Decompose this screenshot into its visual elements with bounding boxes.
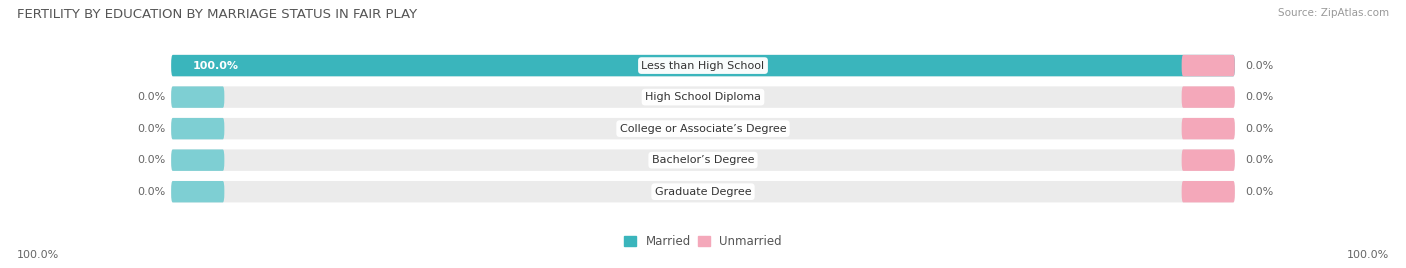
Text: 0.0%: 0.0%: [1246, 92, 1274, 102]
Text: 0.0%: 0.0%: [138, 155, 166, 165]
FancyBboxPatch shape: [172, 55, 1234, 76]
FancyBboxPatch shape: [172, 118, 225, 139]
FancyBboxPatch shape: [1181, 55, 1234, 76]
Text: 0.0%: 0.0%: [1246, 124, 1274, 134]
Text: Graduate Degree: Graduate Degree: [655, 187, 751, 197]
FancyBboxPatch shape: [1181, 86, 1234, 108]
FancyBboxPatch shape: [172, 86, 225, 108]
FancyBboxPatch shape: [172, 181, 1234, 202]
Text: 100.0%: 100.0%: [1347, 250, 1389, 260]
Text: 100.0%: 100.0%: [193, 61, 239, 70]
Text: FERTILITY BY EDUCATION BY MARRIAGE STATUS IN FAIR PLAY: FERTILITY BY EDUCATION BY MARRIAGE STATU…: [17, 8, 418, 21]
FancyBboxPatch shape: [172, 86, 1234, 108]
Text: 100.0%: 100.0%: [17, 250, 59, 260]
FancyBboxPatch shape: [1181, 118, 1234, 139]
Text: Source: ZipAtlas.com: Source: ZipAtlas.com: [1278, 8, 1389, 18]
FancyBboxPatch shape: [1181, 181, 1234, 202]
Text: 0.0%: 0.0%: [138, 92, 166, 102]
Text: 0.0%: 0.0%: [1246, 187, 1274, 197]
FancyBboxPatch shape: [172, 55, 1234, 76]
Text: College or Associate’s Degree: College or Associate’s Degree: [620, 124, 786, 134]
Text: 0.0%: 0.0%: [1246, 61, 1274, 70]
FancyBboxPatch shape: [172, 150, 1234, 171]
Text: Less than High School: Less than High School: [641, 61, 765, 70]
Text: 0.0%: 0.0%: [138, 124, 166, 134]
FancyBboxPatch shape: [172, 181, 225, 202]
FancyBboxPatch shape: [172, 118, 1234, 139]
FancyBboxPatch shape: [1181, 150, 1234, 171]
Text: 0.0%: 0.0%: [138, 187, 166, 197]
Legend: Married, Unmarried: Married, Unmarried: [624, 235, 782, 248]
Text: Bachelor’s Degree: Bachelor’s Degree: [652, 155, 754, 165]
FancyBboxPatch shape: [172, 150, 225, 171]
Text: High School Diploma: High School Diploma: [645, 92, 761, 102]
Text: 0.0%: 0.0%: [1246, 155, 1274, 165]
